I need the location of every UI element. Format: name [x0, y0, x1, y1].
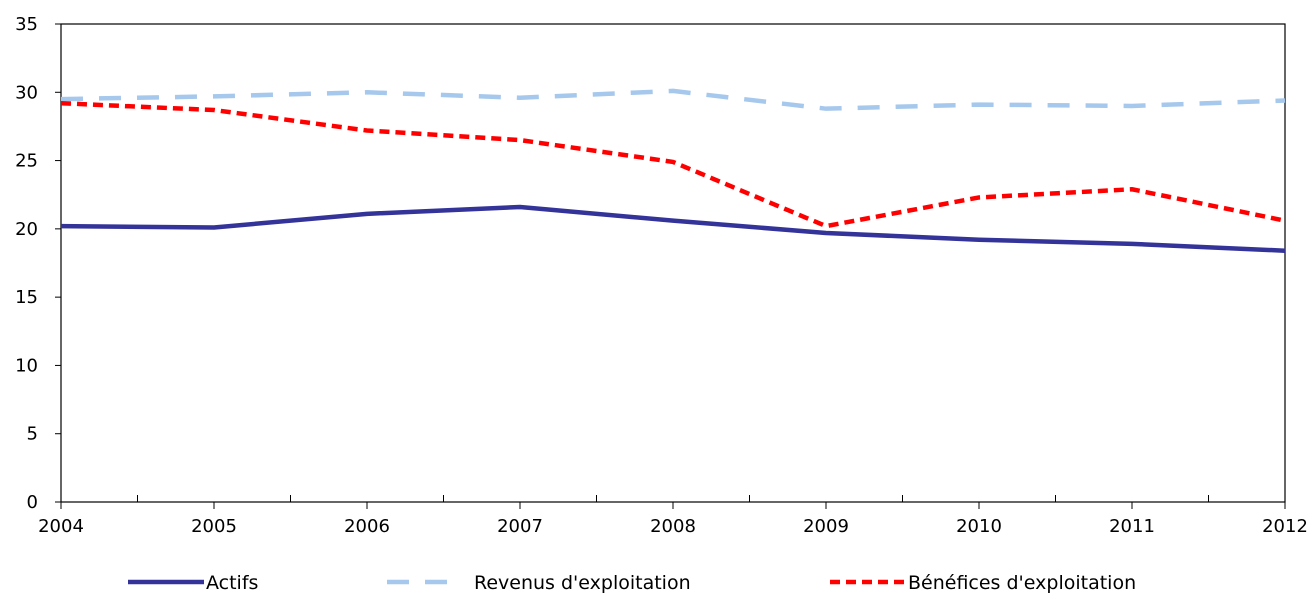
- y-tick-label: 25: [15, 151, 38, 172]
- x-tick-label: 2004: [38, 516, 84, 537]
- series-line-1: [60, 204, 1286, 253]
- x-tick-label: 2006: [344, 516, 390, 537]
- y-tick-label: 20: [15, 219, 38, 240]
- x-tick-label: 2005: [191, 516, 237, 537]
- y-tick-label: 0: [27, 492, 38, 513]
- x-tick-label: 2012: [1262, 516, 1308, 537]
- series-line-2: [60, 88, 1286, 111]
- y-tick-label: 15: [15, 287, 38, 308]
- legend-label-2: Revenus d'exploitation: [474, 572, 691, 594]
- x-axis: 2004 2005 2006 2007 2008 2009 2010 2011 2012: [38, 495, 1308, 537]
- series-layer: [60, 88, 1286, 253]
- x-tick-label: 2009: [803, 516, 849, 537]
- y-tick-label: 35: [15, 14, 38, 35]
- y-tick-label: 10: [15, 355, 38, 376]
- x-tick-label: 2007: [497, 516, 543, 537]
- x-tick-label: 2010: [956, 516, 1002, 537]
- y-axis: 0 5 10 15 20 25 30 35: [15, 14, 61, 513]
- y-tick-label: 30: [15, 82, 38, 103]
- legend: Actifs Revenus d'exploitation Bénéfices d'…: [128, 572, 1136, 594]
- legend-label-3: Bénéfices d'exploitation: [908, 572, 1136, 594]
- plot-border: [60, 23, 1286, 503]
- plot-area: [60, 23, 1286, 503]
- x-tick-label: 2011: [1109, 516, 1155, 537]
- series-line-3: [60, 100, 1286, 229]
- y-tick-label: 5: [27, 424, 38, 445]
- legend-label-1: Actifs: [206, 572, 258, 594]
- x-tick-label: 2008: [650, 516, 696, 537]
